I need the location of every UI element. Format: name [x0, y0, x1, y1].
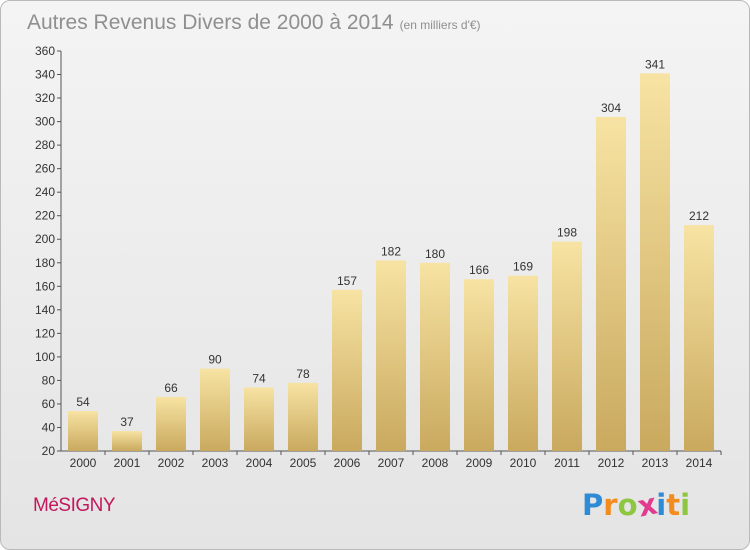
value-label: 54 [76, 395, 90, 409]
value-label: 166 [469, 263, 489, 277]
x-tick-label: 2010 [510, 456, 537, 470]
value-label: 157 [337, 274, 357, 288]
x-tick-label: 2013 [642, 456, 669, 470]
y-tick-label: 180 [35, 256, 55, 270]
x-tick-label: 2001 [114, 456, 141, 470]
x-tick-label: 2014 [686, 456, 713, 470]
value-label: 341 [645, 57, 665, 71]
x-tick-label: 2002 [158, 456, 185, 470]
y-tick-label: 220 [35, 209, 55, 223]
y-tick-label: 240 [35, 185, 55, 199]
y-tick-label: 60 [42, 397, 56, 411]
proxiti-logo: Proxiti [582, 486, 691, 523]
y-tick-label: 360 [35, 44, 55, 58]
x-tick-label: 2011 [554, 456, 580, 470]
bar [332, 289, 362, 451]
y-tick-label: 140 [35, 303, 55, 317]
x-tick-label: 2006 [334, 456, 361, 470]
value-label: 74 [252, 371, 266, 385]
bar [684, 225, 714, 451]
logo-letter: P [582, 488, 604, 522]
value-label: 180 [425, 247, 445, 261]
value-label: 198 [557, 226, 577, 240]
y-tick-label: 160 [35, 279, 55, 293]
x-tick-label: 2009 [466, 456, 493, 470]
y-tick-label: 100 [35, 350, 55, 364]
logo-letter: o [617, 488, 638, 522]
y-tick-label: 120 [35, 326, 55, 340]
axes: 20 40 60 80 100 120 140 160 180 200 220 240 260 280 30… [35, 44, 722, 470]
value-label: 66 [164, 381, 178, 395]
bar [508, 275, 538, 451]
x-tick-label: 2004 [246, 456, 273, 470]
y-tick-label: 260 [35, 162, 55, 176]
bar [464, 279, 494, 451]
x-tick-label: 2007 [378, 456, 405, 470]
bar [200, 368, 230, 451]
x-tick-label: 2012 [598, 456, 625, 470]
bar [376, 260, 406, 451]
bar [244, 387, 274, 451]
y-tick-label: 280 [35, 138, 55, 152]
y-tick-label: 320 [35, 91, 55, 105]
value-label: 37 [120, 415, 134, 429]
value-label: 304 [601, 101, 621, 115]
bar [288, 382, 318, 451]
y-tick-label: 40 [42, 420, 56, 434]
y-tick-label: 200 [35, 232, 55, 246]
chart-title-text: Autres Revenus Divers de 2000 à 2014 [27, 11, 394, 34]
bar [596, 116, 626, 451]
x-tick-label: 2000 [70, 456, 97, 470]
value-label: 182 [381, 244, 401, 258]
y-tick-label: 340 [35, 68, 55, 82]
commune-name: MéSIGNY [33, 495, 116, 516]
bar [112, 431, 142, 451]
value-label: 90 [208, 353, 222, 367]
value-label: 212 [689, 209, 709, 223]
value-label: 78 [296, 367, 310, 381]
chart-title: Autres Revenus Divers de 2000 à 2014 (en … [27, 11, 481, 35]
chart-subtitle: (en milliers d'€) [399, 18, 481, 32]
bar [552, 241, 582, 451]
bars [68, 73, 714, 452]
bar [640, 73, 670, 452]
logo-letter: i [656, 488, 667, 522]
y-tick-label: 20 [42, 444, 56, 458]
y-tick-label: 80 [42, 373, 56, 387]
x-tick-label: 2005 [290, 456, 317, 470]
y-tick-label: 300 [35, 115, 55, 129]
value-labels: 54 37 66 90 74 78 157 182 180 166 169 198 304 341 212 [76, 57, 709, 429]
value-label: 169 [513, 260, 533, 274]
logo-letter: r [603, 488, 618, 522]
bar [420, 262, 450, 451]
logo-letter: i [680, 488, 691, 522]
bar [68, 411, 98, 451]
x-tick-label: 2008 [422, 456, 449, 470]
bar [156, 396, 186, 451]
logo-letter: t [666, 488, 681, 522]
x-tick-label: 2003 [202, 456, 229, 470]
